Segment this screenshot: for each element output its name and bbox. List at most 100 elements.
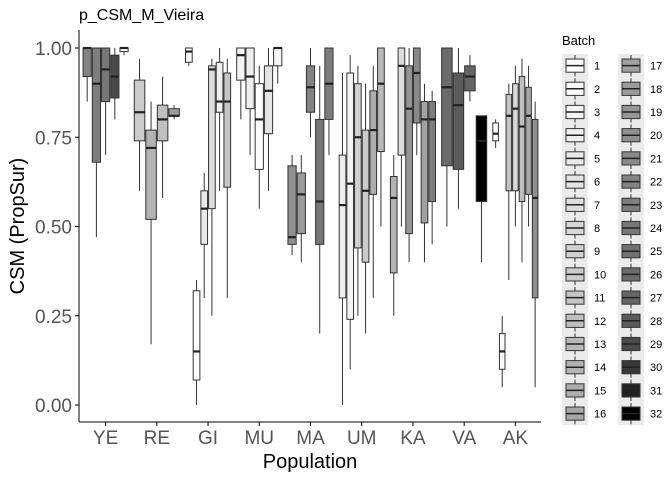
legend-item-2: 2 (562, 77, 600, 101)
legend-item-32: 32 (618, 402, 662, 426)
legend-item-18: 18 (618, 77, 662, 101)
box-batch-24 (101, 47, 111, 103)
legend-label: 3 (594, 107, 600, 119)
legend-item-4: 4 (562, 123, 600, 147)
box-batch-1 (254, 83, 264, 170)
box-batch-7 (397, 47, 406, 156)
box-batch-1 (492, 122, 499, 142)
box-batch-20 (531, 118, 539, 299)
legend-item-11: 11 (562, 286, 605, 310)
x-tick-label: RE (144, 428, 170, 449)
legend-item-12: 12 (562, 309, 606, 333)
box-batch-5 (200, 190, 209, 245)
x-tick-label: MA (296, 428, 325, 449)
legend-label: 8 (594, 223, 600, 235)
y-tick-label: 1.00 (35, 39, 72, 60)
legend-label: 23 (650, 200, 662, 212)
legend-label: 20 (650, 130, 662, 142)
box-batch-26 (441, 47, 453, 167)
legend-item-17: 17 (618, 54, 662, 78)
box-batch-3 (236, 47, 246, 81)
legend-label: 11 (594, 293, 605, 305)
box-batch-3 (273, 47, 283, 67)
legend-item-3: 3 (562, 100, 600, 124)
legend-label: 16 (594, 409, 606, 421)
legend-label: 2 (594, 84, 600, 96)
box-batch-3 (346, 72, 355, 320)
box-batch-14 (389, 176, 398, 274)
box-batch-12 (518, 76, 526, 203)
box-batch-4 (338, 154, 347, 299)
legend-item-22: 22 (618, 170, 662, 194)
box-batch-4 (245, 47, 255, 110)
legend-item-15: 15 (562, 378, 606, 402)
box-group-MU (236, 46, 283, 209)
box-batch-24 (315, 118, 325, 245)
legend-label: 17 (650, 61, 662, 73)
y-axis-label: CSM (PropSur) (7, 158, 29, 295)
legend-label: 18 (650, 84, 662, 96)
box-batch-11 (505, 93, 513, 192)
x-tick-label: AK (503, 428, 529, 449)
legend-item-14: 14 (562, 355, 606, 379)
legend-label: 9 (594, 246, 600, 258)
y-tick-label: 0.25 (35, 307, 72, 328)
legend-label: 12 (594, 316, 606, 328)
chart-title: p_CSM_M_Vieira (79, 7, 204, 24)
x-tick-label: YE (93, 428, 118, 449)
box-batch-15 (369, 90, 378, 195)
legend-label: 24 (650, 223, 662, 235)
legend-label: 32 (650, 409, 662, 421)
box-batch-27 (464, 65, 476, 92)
legend-item-1: 1 (562, 54, 600, 78)
box-group-MA (287, 47, 334, 334)
legend-label: 22 (650, 177, 662, 189)
legend-item-29: 29 (618, 332, 662, 356)
x-tick-label: GI (198, 428, 218, 449)
plot-area (82, 46, 539, 405)
x-axis-ticks: YE RE GI MU MA UM KA VA AK (93, 422, 528, 449)
legend-label: 14 (594, 362, 606, 374)
x-tick-label: UM (347, 428, 377, 449)
legend-label: 30 (650, 362, 662, 374)
legend: 1234567891011121314151617181920212223242… (562, 54, 662, 426)
legend-item-10: 10 (562, 262, 606, 286)
x-tick-label: VA (452, 428, 476, 449)
legend-item-13: 13 (562, 332, 606, 356)
legend-item-6: 6 (562, 170, 600, 194)
legend-item-27: 27 (618, 286, 662, 310)
box-batch-10 (361, 129, 370, 263)
y-tick-label: 0.00 (35, 396, 72, 417)
legend-item-21: 21 (618, 146, 662, 170)
legend-label: 5 (594, 153, 600, 165)
legend-item-28: 28 (618, 309, 662, 333)
legend-label: 29 (650, 339, 662, 351)
x-tick-label: KA (400, 428, 426, 449)
box-batch-8 (512, 83, 519, 192)
box-batch-1 (192, 290, 201, 381)
box-group-YE (82, 46, 129, 238)
legend-label: 6 (594, 177, 600, 189)
legend-item-24: 24 (618, 216, 662, 240)
legend-item-26: 26 (618, 262, 662, 286)
legend-label: 31 (650, 385, 662, 397)
box-batch-32 (475, 115, 488, 203)
legend-label: 28 (650, 316, 662, 328)
box-group-UM (338, 47, 385, 405)
legend-item-30: 30 (618, 355, 662, 379)
box-batch-2 (185, 47, 193, 63)
legend-label: 13 (594, 339, 606, 351)
legend-item-20: 20 (618, 123, 662, 147)
legend-label: 26 (650, 269, 662, 281)
legend-item-25: 25 (618, 239, 662, 263)
box-batch-22 (305, 65, 316, 113)
box-group-VA (441, 47, 488, 263)
legend-label: 25 (650, 246, 662, 258)
box-batch-18 (296, 172, 306, 235)
box-batch-14 (145, 129, 157, 220)
box-batch-28 (452, 72, 465, 170)
box-batch-20 (287, 165, 297, 245)
legend-item-8: 8 (562, 216, 600, 240)
y-axis-ticks: 0.00 0.25 0.50 0.75 1.00 (35, 39, 79, 417)
